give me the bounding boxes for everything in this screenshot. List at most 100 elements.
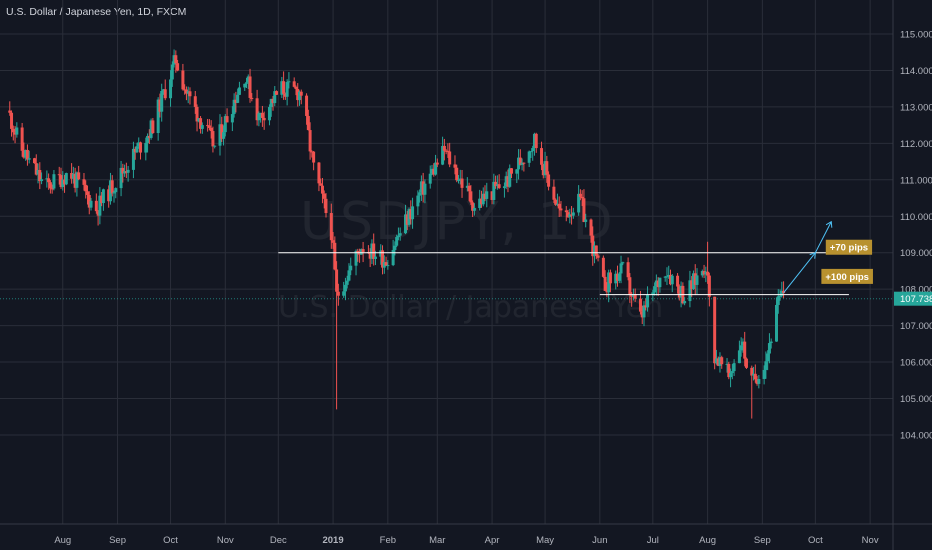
candle-body [469,191,473,203]
candle-body [605,290,609,293]
candle-body [33,158,36,164]
candle-body [11,128,15,133]
candle-body [280,81,284,95]
candle-body [123,171,127,174]
candle-body [677,286,681,298]
candle-body [86,191,89,195]
candle-body [393,245,397,250]
candle-body [616,273,619,281]
candle-body [764,361,768,370]
candle-body [237,87,241,95]
candle-body [354,250,358,266]
candle-body [199,118,203,129]
candle-body [262,117,266,121]
price-tick-label: 104.000 [900,430,932,441]
candle-body [568,214,572,218]
candle-body [517,157,521,170]
candle-body [381,250,385,268]
time-tick-label: Dec [270,535,287,546]
candle-body [621,262,625,264]
candle-body [27,158,31,160]
candle-body [444,150,448,152]
candle-body [448,151,452,165]
candle-body [769,341,773,344]
time-tick-label: Jun [592,535,607,546]
candle-body [467,185,471,192]
candle-body [144,142,148,153]
candle-body [404,214,407,234]
candle-body [386,265,390,267]
projection-line [814,221,832,253]
candle-body [460,178,464,188]
price-tag-box [894,291,932,306]
candle-body [695,275,699,285]
candle-body [269,98,273,108]
candle-body [349,265,353,271]
time-tick-label: Aug [54,535,71,546]
candle-body [398,233,402,236]
candle-body [515,169,519,174]
candle-body [653,286,657,293]
candle-body [89,200,93,208]
candle-body [594,245,598,256]
candle-body [543,161,547,176]
price-tick-label: 112.000 [900,139,932,150]
candle-body [766,353,770,362]
candle-body [494,181,498,187]
candle-body [147,135,151,138]
candle-body [644,305,648,308]
candle-body [472,208,476,211]
candle-body [299,91,303,96]
candle-body [778,295,782,297]
candle-body [373,256,377,259]
candle-body [730,371,734,373]
candle-body [732,363,736,372]
candle-body [336,291,340,296]
candle-body [200,125,204,129]
candle-body [232,99,236,115]
candle-body [504,176,508,187]
candle-body [541,164,545,176]
candle-body [50,188,54,190]
candle-body [370,243,374,259]
projection-arrows [783,220,833,294]
price-axis[interactable]: 115.000 114.000 113.000 112.000 111.000 110.0… [892,0,932,550]
time-tick-label: Oct [163,535,178,546]
candle-body [98,195,102,216]
candle-body [296,88,300,101]
time-tick-label: Nov [862,535,879,546]
candle-body [73,173,77,188]
candle-body [38,170,42,182]
candle-body [646,294,650,308]
candle-body [126,169,130,173]
candle-body [320,185,324,194]
candle-body [107,189,111,202]
candle-body [207,125,211,128]
levels [0,252,893,300]
candle-body [379,250,383,257]
candle-body [100,195,104,204]
candle-body [77,172,81,180]
candle-body [101,189,105,204]
price-tick-label: 107.000 [900,321,932,332]
candle-body [10,112,14,129]
candle-body [570,214,574,216]
price-tick-label: 109.000 [900,248,932,259]
candle-body [578,193,582,197]
candle-body [418,192,422,196]
candle-body [322,193,326,199]
candle-body [481,193,485,205]
candle-body [593,245,597,257]
time-axis[interactable]: Aug Sep Oct Nov Dec 2019 Feb Mar Apr May Jun Jul Aug… [0,523,932,546]
candle-body [729,372,733,378]
candle-body [457,179,460,181]
candle-body [455,167,459,181]
candle-body [359,249,363,255]
candle-body [149,120,153,138]
time-tick-label: Mar [429,535,445,546]
candle-body [752,373,756,376]
candle-body [211,131,215,147]
candle-body [96,211,100,216]
candle-body [559,208,563,211]
